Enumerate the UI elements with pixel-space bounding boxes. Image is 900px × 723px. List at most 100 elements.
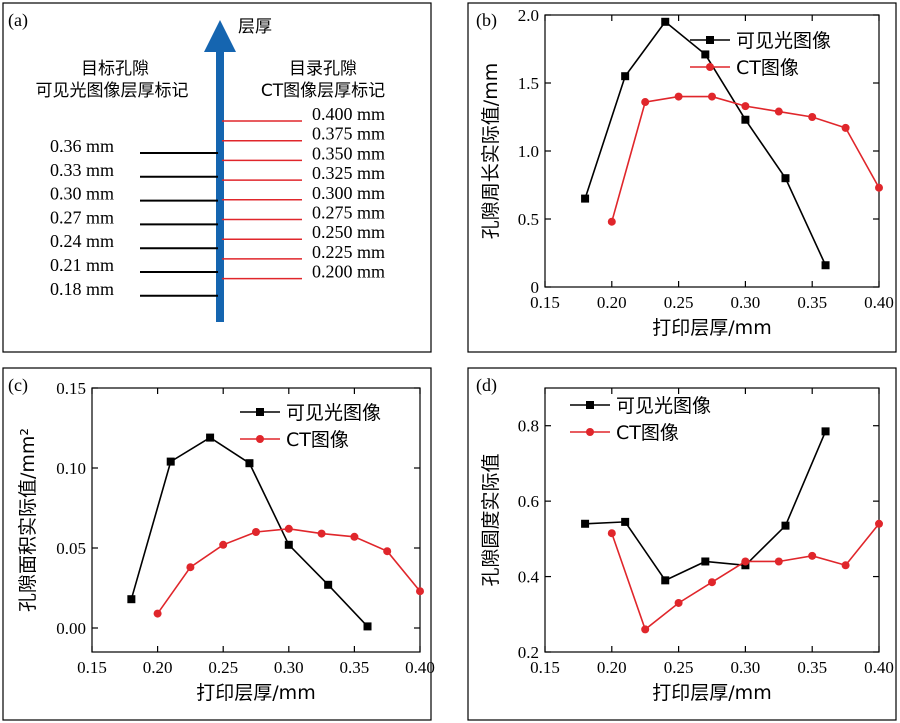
legend-label: CT图像 [736,57,799,79]
data-point [674,598,683,607]
y-tick-label: 0.10 [56,459,86,478]
panel-d-label: (d) [476,375,497,396]
data-point [363,622,372,631]
y-axis-title: 孔隙周长实际值/mm [480,63,502,239]
right-mark-label: 0.400 mm [312,104,385,124]
data-point [284,524,293,533]
data-point [741,102,750,111]
x-tick-label: 0.30 [731,658,761,677]
y-tick-label: 1.5 [518,74,539,93]
x-tick-label: 0.40 [405,658,435,677]
x-tick-label: 0.35 [340,658,370,677]
left-marks: 0.36 mm 0.33 mm 0.30 mm 0.27 mm 0.24 mm 0.21 … [50,136,218,299]
x-tick-label: 0.25 [664,293,694,312]
data-point [674,92,683,101]
x-tick-label: 0.15 [77,658,107,677]
legend-marker [586,428,594,436]
thickness-arrow [204,20,236,322]
y-tick-label: 0.15 [56,379,86,398]
y-axis-title: 孔隙圆度实际值 [480,453,502,586]
left-mark-label: 0.33 mm [50,160,114,180]
right-mark-label: 0.225 mm [312,242,385,262]
data-point [317,529,326,538]
data-point [621,72,630,81]
right-title-2: CT图像层厚标记 [261,81,385,101]
legend-label: 可见光图像 [286,402,381,424]
y-tick-label: 0.6 [518,492,539,511]
arrow-label: 层厚 [238,17,272,37]
data-point [701,557,710,566]
data-point [607,529,616,538]
legend-label: CT图像 [286,429,349,451]
data-point [808,113,817,121]
data-point [701,50,710,59]
x-tick-label: 0.30 [731,293,761,312]
right-mark-label: 0.300 mm [312,183,385,203]
data-point [219,540,228,549]
data-point [774,557,783,566]
panel-a-frame [2,2,432,353]
left-mark-label: 0.30 mm [50,184,114,204]
left-title-1: 目标孔隙 [81,59,149,79]
series-line [611,95,880,222]
data-point [416,587,424,596]
data-point [252,528,260,536]
y-tick-label: 0.5 [518,210,539,229]
data-point [127,595,136,604]
right-marks: 0.400 mm0.375 mm0.350 mm0.325 mm0.300 mm… [222,104,385,282]
x-tick-label: 0.15 [530,293,560,312]
data-point [781,174,790,183]
right-title-1: 目录孔隙 [289,59,357,79]
x-tick-label: 0.20 [143,658,173,677]
x-tick-label: 0.20 [597,658,627,677]
legend-marker [706,36,714,44]
data-point [774,107,783,116]
y-tick-label: 0.05 [56,539,86,558]
legend-label: 可见光图像 [616,395,711,417]
legend-marker [706,63,714,71]
legend-marker [586,401,594,409]
panel-b-label: (b) [476,10,497,31]
data-point [661,17,670,26]
data-point [661,576,670,585]
data-point [186,563,195,572]
left-mark-label: 0.36 mm [50,136,114,156]
chart-d: 0.15 0.20 0.25 0.30 0.35 0.40 0.2 0.4 0.6 0.8 打印层厚… [480,387,894,704]
chart-c: 0.15 0.20 0.25 0.30 0.35 0.40 0.00 0.05 0.10 0.15… [17,379,435,704]
y-tick-label: 2.0 [518,6,539,25]
right-mark-label: 0.200 mm [312,262,385,282]
data-point [875,183,883,192]
x-tick-label: 0.25 [664,658,694,677]
data-point [383,547,392,556]
left-mark-label: 0.18 mm [50,279,114,299]
legend-marker [256,408,264,416]
plot-area-frame [544,14,880,288]
data-point [581,194,590,203]
data-point [621,517,630,526]
data-point [708,578,716,587]
x-tick-label: 0.20 [597,293,627,312]
x-axis-title: 打印层厚/mm [652,682,771,704]
data-point [206,433,215,442]
y-tick-label: 1.0 [518,142,539,161]
data-point [841,123,850,132]
x-axis-title: 打印层厚/mm [196,682,315,704]
chart-b: 0.15 0.20 0.25 0.30 0.35 0.40 0 0.5 1.0 1.5 2.0 打印层… [480,6,894,339]
panel-a-label: (a) [8,10,28,31]
x-tick-label: 0.40 [864,293,894,312]
data-point [324,580,333,589]
data-point [284,540,293,549]
x-tick-label: 0.15 [530,658,560,677]
data-point [153,609,162,618]
data-point [821,427,830,436]
data-point [741,115,750,124]
series-line [611,523,880,631]
data-point [841,561,850,570]
panel-c-frame [2,367,432,721]
legend-label: 可见光图像 [736,30,831,52]
panel-b-frame [467,2,897,353]
y-tick-label: 0.00 [56,619,86,638]
plot-area-frame [91,387,421,653]
x-tick-label: 0.25 [208,658,238,677]
